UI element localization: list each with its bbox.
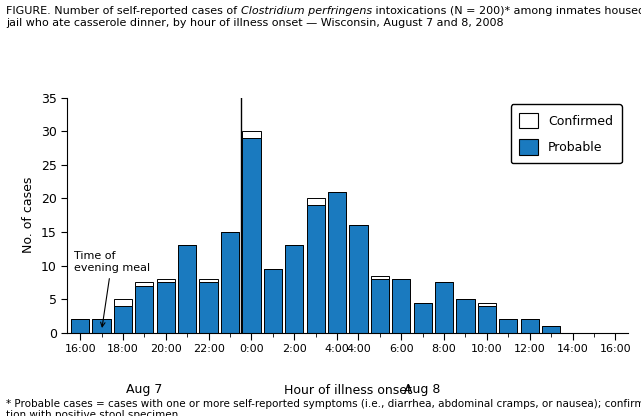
Bar — [135, 282, 153, 286]
Bar — [114, 299, 132, 306]
Y-axis label: No. of cases: No. of cases — [22, 177, 35, 253]
Legend: Confirmed, Probable: Confirmed, Probable — [511, 104, 622, 163]
Bar — [156, 282, 175, 333]
Bar — [370, 279, 389, 333]
Bar — [435, 282, 453, 333]
Bar — [156, 279, 175, 282]
Bar — [370, 276, 389, 279]
Bar — [328, 192, 346, 333]
Text: FIGURE. Number of self-reported cases of: FIGURE. Number of self-reported cases of — [6, 6, 241, 16]
Text: * Probable cases = cases with one or more self-reported symptoms (i.e., diarrhea: * Probable cases = cases with one or mor… — [6, 399, 641, 416]
Text: jail who ate casserole dinner, by hour of illness onset — Wisconsin, August 7 an: jail who ate casserole dinner, by hour o… — [6, 18, 504, 28]
Bar — [199, 282, 218, 333]
Bar — [478, 306, 496, 333]
Bar — [392, 279, 410, 333]
Bar — [478, 302, 496, 306]
Bar — [349, 225, 367, 333]
Bar — [306, 198, 325, 205]
Bar — [306, 205, 325, 333]
Text: intoxications (N = 200)* among inmates housed at a county: intoxications (N = 200)* among inmates h… — [372, 6, 641, 16]
Bar — [221, 232, 239, 333]
Text: Time of
evening meal: Time of evening meal — [74, 252, 150, 327]
Bar — [499, 319, 517, 333]
Bar — [263, 269, 282, 333]
Bar — [242, 131, 260, 138]
Text: Aug 7: Aug 7 — [126, 383, 163, 396]
Bar — [285, 245, 303, 333]
X-axis label: Hour of illness onset: Hour of illness onset — [284, 384, 412, 397]
Text: Clostridium perfringens: Clostridium perfringens — [241, 6, 372, 16]
Bar — [542, 326, 560, 333]
Bar — [242, 138, 260, 333]
Bar — [71, 319, 89, 333]
Bar — [114, 306, 132, 333]
Bar — [92, 319, 111, 333]
Bar — [520, 319, 539, 333]
Bar — [178, 245, 196, 333]
Bar — [199, 279, 218, 282]
Text: Aug 8: Aug 8 — [404, 383, 441, 396]
Bar — [413, 302, 432, 333]
Bar — [456, 299, 474, 333]
Bar — [135, 286, 153, 333]
